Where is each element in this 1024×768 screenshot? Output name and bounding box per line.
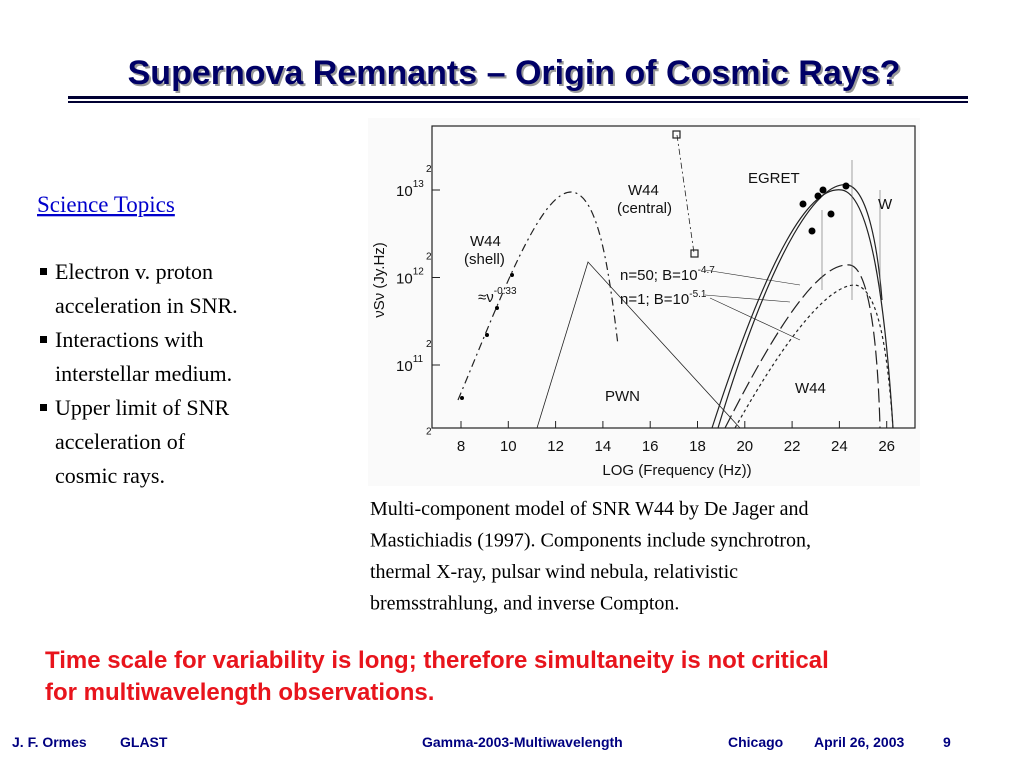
caption-line: Mastichiadis (1997). Components include …	[370, 530, 811, 552]
note: Time scale for variability is long; ther…	[45, 647, 829, 706]
annotation: PWN	[605, 388, 640, 405]
x-tick-label: 8	[457, 438, 465, 455]
annotation: n=1; B=10-5.1	[620, 289, 707, 308]
y-label: νSν (Jy.Hz)	[371, 242, 388, 318]
figure-bg	[368, 118, 920, 486]
y-tick-label: 1011	[396, 354, 424, 375]
annotation: W44	[795, 380, 826, 397]
footer: J. F. Ormes GLAST Gamma-2003-Multiwavele…	[12, 734, 951, 750]
footer-project: GLAST	[120, 734, 168, 750]
brems-curve	[717, 184, 883, 429]
synchrotron	[457, 191, 619, 401]
pointer	[704, 269, 801, 341]
bullet-line: acceleration of	[55, 429, 186, 454]
x-tick-label: 14	[595, 438, 612, 455]
bullet-marker	[40, 404, 47, 411]
y-minor-label: 2	[426, 427, 432, 438]
bullet-line: acceleration in SNR.	[55, 293, 238, 318]
bullet-line: interstellar medium.	[55, 361, 232, 386]
annotation: (shell)	[464, 251, 505, 268]
central-marker	[672, 130, 681, 139]
x-label: LOG (Frequency (Hz))	[602, 462, 751, 479]
x-tick-label: 12	[547, 438, 564, 455]
annotation: ≈ν-0.33	[478, 286, 517, 306]
note-line: for multiwavelength observations.	[45, 679, 434, 706]
bullet-marker	[40, 336, 47, 343]
w44-short	[734, 284, 894, 429]
x-tick-label: 18	[689, 438, 706, 455]
caption: Multi-component model of SNR W44 by De J…	[370, 498, 811, 615]
annotation: EGRET	[748, 170, 800, 187]
central	[676, 134, 695, 254]
x-tick-label: 26	[878, 438, 895, 455]
annotation: n=50; B=10-4.7	[620, 265, 715, 284]
y-minor-label: 2	[426, 252, 432, 263]
central-marker	[690, 249, 699, 258]
pwn	[536, 261, 741, 429]
x-tick-label: 24	[831, 438, 848, 455]
rule	[68, 101, 968, 103]
annotation: W44	[470, 233, 501, 250]
ic-curve	[711, 189, 894, 429]
curves	[457, 130, 894, 429]
x-tick-label: 10	[500, 438, 517, 455]
bullet-line: Interactions with	[55, 327, 203, 352]
points	[460, 182, 850, 400]
annotation: W44	[628, 182, 659, 199]
x-tick-label: 22	[784, 438, 801, 455]
bullets: Electron v. proton acceleration in SNR. In…	[40, 259, 238, 488]
bullet-marker	[40, 268, 47, 275]
x-tick-label: 20	[736, 438, 753, 455]
footer-page: 9	[943, 734, 951, 750]
bullet-line: cosmic rays.	[55, 463, 165, 488]
footer-place: Chicago	[728, 734, 783, 750]
note-line: Time scale for variability is long; ther…	[45, 647, 829, 674]
caption-line: thermal X-ray, pulsar wind nebula, relat…	[370, 561, 738, 583]
y-minor-label: 2	[426, 164, 432, 175]
y-tick-label: 1012	[396, 267, 424, 288]
caption-line: Multi-component model of SNR W44 by De J…	[370, 498, 808, 520]
topics-heading: Science Topics	[37, 192, 175, 217]
annotation: W	[878, 196, 893, 213]
y-minor-label: 2	[426, 339, 432, 350]
error-bar	[821, 160, 881, 300]
x-ticks: 8 10 12 14 16 18 20 22 24 26	[457, 421, 895, 455]
bullet-line: Electron v. proton	[55, 259, 213, 284]
caption-line: bremsstrahlung, and inverse Compton.	[370, 593, 679, 615]
footer-event: Gamma-2003-Multiwavelength	[422, 734, 623, 750]
title-shadow: Supernova Remnants – Origin of Cosmic Ra…	[130, 56, 903, 94]
y-tick-label: 1013	[396, 179, 424, 200]
title: Supernova Remnants – Origin of Cosmic Ra…	[128, 54, 901, 92]
x-tick-label: 16	[642, 438, 659, 455]
bullet-line: Upper limit of SNR	[55, 395, 229, 420]
annotation: (central)	[617, 200, 672, 217]
footer-date: April 26, 2003	[814, 734, 904, 750]
w44-long	[724, 264, 881, 429]
rule	[68, 96, 968, 99]
footer-author: J. F. Ormes	[12, 734, 87, 750]
